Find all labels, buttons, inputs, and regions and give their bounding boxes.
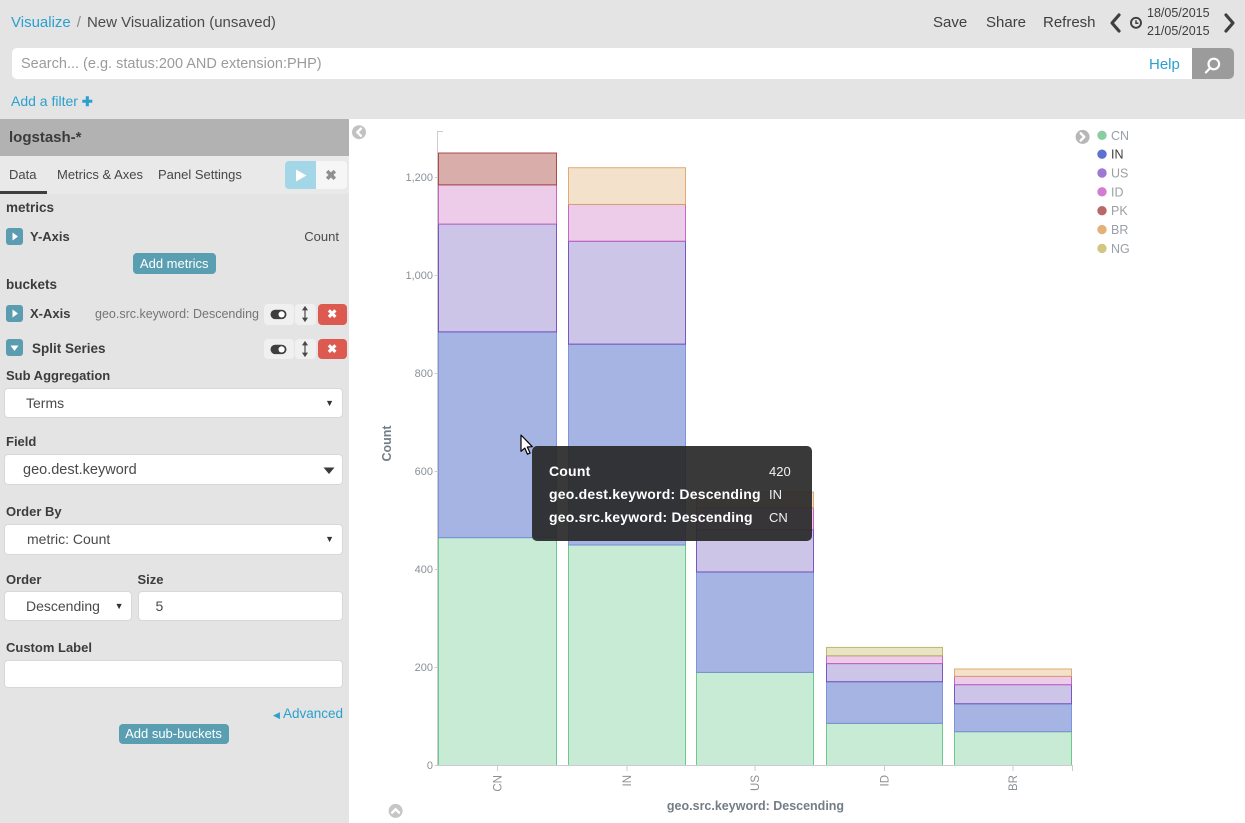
- svg-text:PK: PK: [1111, 204, 1128, 218]
- svg-text:1,200: 1,200: [405, 172, 433, 184]
- svg-text:US: US: [750, 775, 762, 791]
- svg-text:400: 400: [415, 564, 433, 576]
- svg-text:ID: ID: [880, 775, 892, 787]
- svg-text:IN: IN: [622, 775, 634, 787]
- svg-text:US: US: [1111, 167, 1128, 181]
- svg-text:BR: BR: [1008, 775, 1020, 791]
- svg-text:1,000: 1,000: [405, 270, 433, 282]
- svg-text:600: 600: [415, 466, 433, 478]
- svg-text:IN: IN: [1111, 148, 1124, 162]
- svg-text:200: 200: [415, 662, 433, 674]
- svg-text:Count: Count: [380, 425, 394, 462]
- svg-text:0: 0: [427, 760, 433, 772]
- svg-text:800: 800: [415, 368, 433, 380]
- svg-text:ID: ID: [1111, 185, 1124, 199]
- svg-text:CN: CN: [1111, 129, 1129, 143]
- svg-text:geo.src.keyword: Descending: geo.src.keyword: Descending: [667, 799, 844, 813]
- svg-text:NG: NG: [1111, 242, 1130, 256]
- svg-text:BR: BR: [1111, 223, 1128, 237]
- svg-text:CN: CN: [493, 775, 505, 792]
